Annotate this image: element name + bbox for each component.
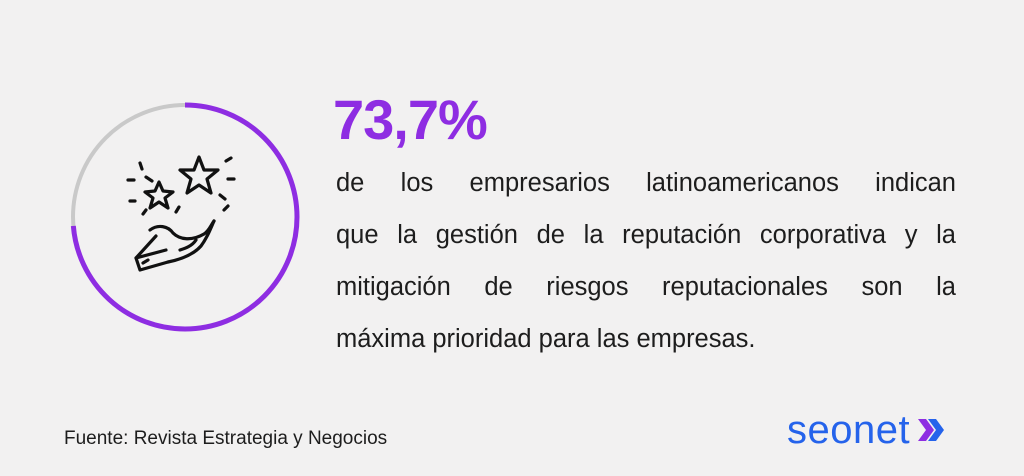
logo-text: seonet: [787, 408, 911, 452]
description-line: máxima prioridad para las empresas.: [336, 325, 756, 353]
ring-progress-arc: [70, 102, 300, 332]
description-line: que la gestión de la reputación corporat…: [336, 221, 956, 249]
description-line: mitigación de riesgos reputacionales son…: [336, 273, 956, 301]
stat-percentage: 73,7%: [333, 88, 488, 151]
double-chevron-icon: [918, 419, 945, 441]
source-citation: Fuente: Revista Estrategia y Negocios: [64, 428, 388, 449]
progress-ring-graphic: [70, 102, 300, 332]
progress-ring: [68, 100, 302, 334]
description-line: de los empresarios latinoamericanos indi…: [336, 169, 956, 197]
hand-holding-stars-icon: [126, 155, 236, 272]
seonet-logo: seonet: [787, 410, 946, 450]
stat-description: de los empresarios latinoamericanos indi…: [336, 157, 956, 365]
